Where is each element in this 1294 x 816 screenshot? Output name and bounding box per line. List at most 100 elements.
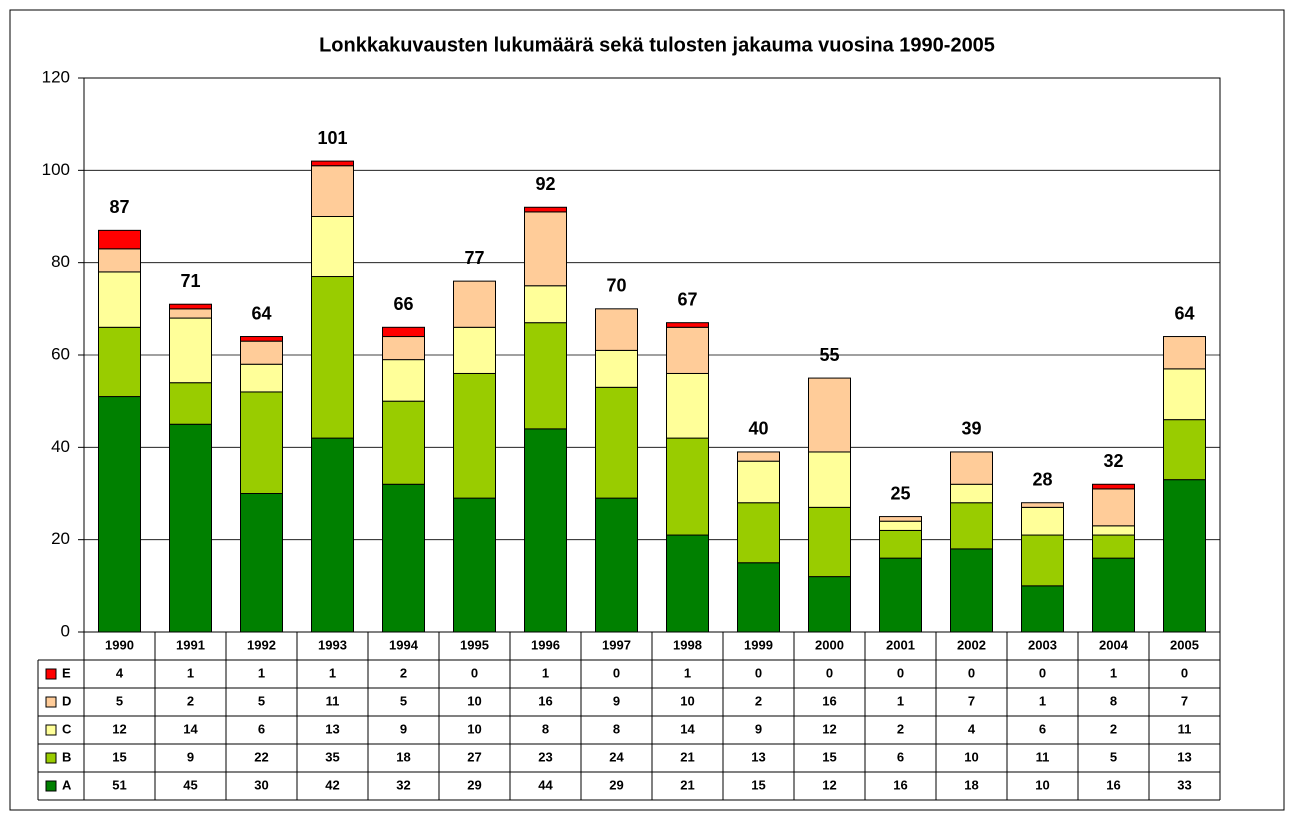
- table-cell: 14: [680, 721, 695, 736]
- legend-label: A: [62, 777, 72, 792]
- legend-label: D: [62, 693, 71, 708]
- table-cell: 13: [751, 749, 765, 764]
- table-cell: 0: [471, 665, 478, 680]
- x-tick-label: 2000: [815, 637, 844, 652]
- bar-segment: [595, 308, 638, 351]
- bar-segment: [1092, 534, 1135, 559]
- bar-segment: [169, 423, 212, 633]
- bar-segment: [98, 229, 141, 250]
- legend-key: [45, 780, 57, 792]
- table-cell: 1: [897, 693, 904, 708]
- x-tick-label: 1998: [673, 637, 702, 652]
- x-tick-label: 2004: [1099, 637, 1129, 652]
- bar-segment: [240, 336, 283, 342]
- bar-segment: [737, 460, 780, 504]
- bar-segment: [595, 349, 638, 388]
- table-cell: 9: [755, 721, 762, 736]
- bar-segment: [1021, 534, 1064, 587]
- bar-segment: [98, 326, 141, 398]
- table-cell: 0: [613, 665, 620, 680]
- total-label: 32: [1103, 451, 1123, 471]
- bar-segment: [453, 372, 496, 499]
- bar-segment: [382, 359, 425, 402]
- y-tick-label: 40: [51, 437, 70, 456]
- table-cell: 32: [396, 777, 410, 792]
- table-cell: 51: [112, 777, 126, 792]
- bar-segment: [382, 336, 425, 361]
- total-label: 70: [606, 276, 626, 296]
- bar-segment: [98, 271, 141, 328]
- bar-segment: [524, 428, 567, 633]
- legend-label: E: [62, 665, 71, 680]
- table-cell: 9: [187, 749, 194, 764]
- table-cell: 2: [400, 665, 407, 680]
- y-tick-label: 120: [42, 67, 70, 86]
- x-tick-label: 1990: [105, 637, 134, 652]
- bar-segment: [879, 516, 922, 522]
- bar-segment: [382, 400, 425, 485]
- bar-segment: [169, 382, 212, 425]
- bar-segment: [1092, 483, 1135, 490]
- table-cell: 12: [112, 721, 126, 736]
- table-cell: 18: [964, 777, 978, 792]
- bar-segment: [240, 391, 283, 494]
- table-cell: 4: [116, 665, 124, 680]
- table-cell: 10: [680, 693, 694, 708]
- total-label: 64: [1174, 303, 1194, 323]
- table-cell: 1: [329, 665, 336, 680]
- x-tick-label: 2001: [886, 637, 915, 652]
- bar-segment: [1163, 419, 1206, 481]
- table-cell: 29: [467, 777, 481, 792]
- bar-segment: [666, 372, 709, 439]
- bar-segment: [524, 285, 567, 324]
- table-cell: 7: [968, 693, 975, 708]
- total-label: 87: [109, 197, 129, 217]
- table-cell: 21: [680, 749, 694, 764]
- bar-segment: [311, 437, 354, 633]
- table-cell: 15: [112, 749, 126, 764]
- table-cell: 6: [258, 721, 265, 736]
- y-tick-label: 60: [51, 344, 70, 363]
- table-cell: 8: [613, 721, 620, 736]
- legend-key: [45, 696, 57, 708]
- bar-segment: [950, 483, 993, 504]
- table-cell: 0: [755, 665, 762, 680]
- bar-segment: [1092, 488, 1135, 527]
- legend-key: [45, 724, 57, 736]
- bar-segment: [879, 529, 922, 559]
- bar-segment: [737, 451, 780, 462]
- table-cell: 30: [254, 777, 268, 792]
- table-cell: 6: [897, 749, 904, 764]
- table-cell: 1: [684, 665, 691, 680]
- table-cell: 10: [964, 749, 978, 764]
- legend-label: B: [62, 749, 71, 764]
- bar-segment: [666, 534, 709, 633]
- table-cell: 1: [1110, 665, 1117, 680]
- chart-title: Lonkkakuvausten lukumäärä sekä tulosten …: [319, 34, 995, 56]
- table-cell: 22: [254, 749, 268, 764]
- bar-segment: [1163, 336, 1206, 370]
- table-cell: 42: [325, 777, 339, 792]
- total-label: 101: [317, 128, 347, 148]
- bar-segment: [98, 396, 141, 633]
- bar-segment: [666, 437, 709, 536]
- total-label: 28: [1032, 469, 1052, 489]
- table-cell: 29: [609, 777, 623, 792]
- table-cell: 9: [400, 721, 407, 736]
- y-tick-label: 0: [61, 621, 70, 640]
- legend-label: C: [62, 721, 72, 736]
- bar-segment: [524, 206, 567, 213]
- bar-segment: [737, 502, 780, 564]
- table-cell: 4: [968, 721, 976, 736]
- x-tick-label: 1994: [389, 637, 419, 652]
- bar-segment: [311, 160, 354, 167]
- bar-segment: [879, 520, 922, 531]
- table-cell: 5: [1110, 749, 1117, 764]
- table-cell: 21: [680, 777, 694, 792]
- table-cell: 0: [1181, 665, 1188, 680]
- table-cell: 5: [258, 693, 265, 708]
- bar-segment: [524, 211, 567, 287]
- table-cell: 0: [826, 665, 833, 680]
- bar-segment: [382, 326, 425, 338]
- bar-segment: [1163, 479, 1206, 633]
